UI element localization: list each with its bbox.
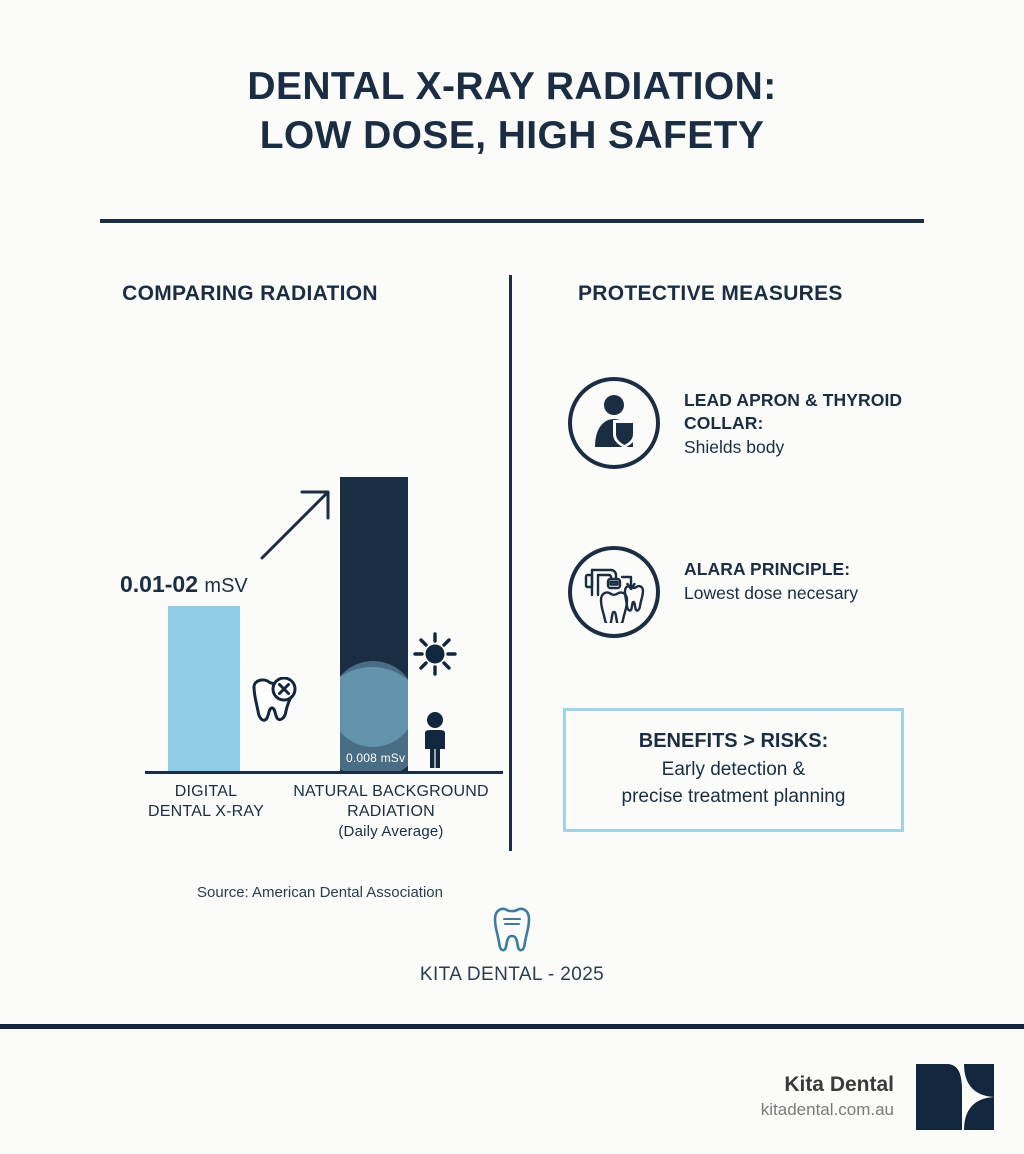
- kita-dental-logo: [916, 1064, 994, 1130]
- measure-text-alara: ALARA PRINCIPLE: Lowest dose necesary: [684, 546, 858, 606]
- sun-icon: [413, 632, 457, 676]
- digital-xray-value-label: 0.01-02 mSV: [120, 571, 248, 598]
- xray-machine-tooth-glyph: [584, 568, 645, 623]
- radiation-bar-chart: 0.01-02 mSV 0.008 mSv: [100, 372, 503, 901]
- upward-arrow-icon: [260, 490, 330, 560]
- footer-divider: [0, 1024, 1024, 1029]
- digital-xray-value: 0.01-02 mSV: [120, 571, 248, 597]
- brand-name: Kita Dental: [784, 1073, 894, 1096]
- measure-title: LEAD APRON & THYROID COLLAR:: [684, 390, 903, 433]
- brand-text: Kita Dental kitadental.com.au: [761, 1072, 894, 1122]
- benefits-callout-box: BENEFITS > RISKS: Early detection & prec…: [563, 708, 904, 832]
- measure-text-lead-apron: LEAD APRON & THYROID COLLAR: Shields bod…: [684, 377, 944, 460]
- person-shield-icon: [568, 377, 660, 469]
- bar-natural-background-radiation: 0.008 mSv: [340, 477, 408, 771]
- page-title: DENTAL X-RAY RADIATION: LOW DOSE, HIGH S…: [0, 0, 1024, 160]
- background-radiation-value: 0.008 mSv: [346, 751, 406, 765]
- chart-baseline: [145, 771, 503, 774]
- title-line-1: DENTAL X-RAY RADIATION:: [247, 65, 777, 108]
- category-label-digital-xray: DIGITAL DENTAL X-RAY: [148, 783, 264, 820]
- xray-machine-tooth-icon: [568, 546, 660, 638]
- person-shield-glyph: [595, 395, 636, 448]
- content-columns: COMPARING RADIATION PROTECTIVE MEASURES …: [0, 272, 1024, 901]
- measure-item-alara: ALARA PRINCIPLE: Lowest dose necesary: [568, 546, 858, 638]
- bar-digital-dental-xray: [168, 606, 297, 771]
- column-divider: [509, 275, 512, 851]
- chart-source: Source: American Dental Association: [197, 884, 443, 901]
- benefits-line-2: precise treatment planning: [621, 786, 846, 807]
- benefits-title: BENEFITS > RISKS:: [638, 730, 829, 752]
- measure-item-lead-apron: LEAD APRON & THYROID COLLAR: Shields bod…: [568, 377, 944, 469]
- benefits-line-1: Early detection &: [661, 759, 806, 780]
- glow-circle-large: [340, 667, 408, 771]
- person-icon: [425, 712, 445, 768]
- glow-circle-small: [340, 661, 408, 747]
- measure-title: ALARA PRINCIPLE:: [684, 559, 851, 579]
- mid-footer: KITA DENTAL - 2025: [0, 905, 1024, 986]
- measure-desc: Shields body: [684, 437, 785, 457]
- brand-block: Kita Dental kitadental.com.au: [761, 1058, 998, 1136]
- measure-desc: Lowest dose necesary: [684, 583, 859, 603]
- mid-footer-text: KITA DENTAL - 2025: [419, 964, 605, 985]
- tooth-x-icon: [252, 677, 297, 722]
- header-divider: [100, 219, 924, 223]
- brand-url[interactable]: kitadental.com.au: [760, 1100, 894, 1119]
- category-label-background-radiation: NATURAL BACKGROUND RADIATION (Daily Aver…: [293, 783, 489, 840]
- right-column-heading: PROTECTIVE MEASURES: [578, 282, 843, 305]
- left-column-heading: COMPARING RADIATION: [122, 282, 378, 305]
- tooth-icon: [493, 907, 531, 952]
- title-line-2: LOW DOSE, HIGH SAFETY: [259, 114, 765, 157]
